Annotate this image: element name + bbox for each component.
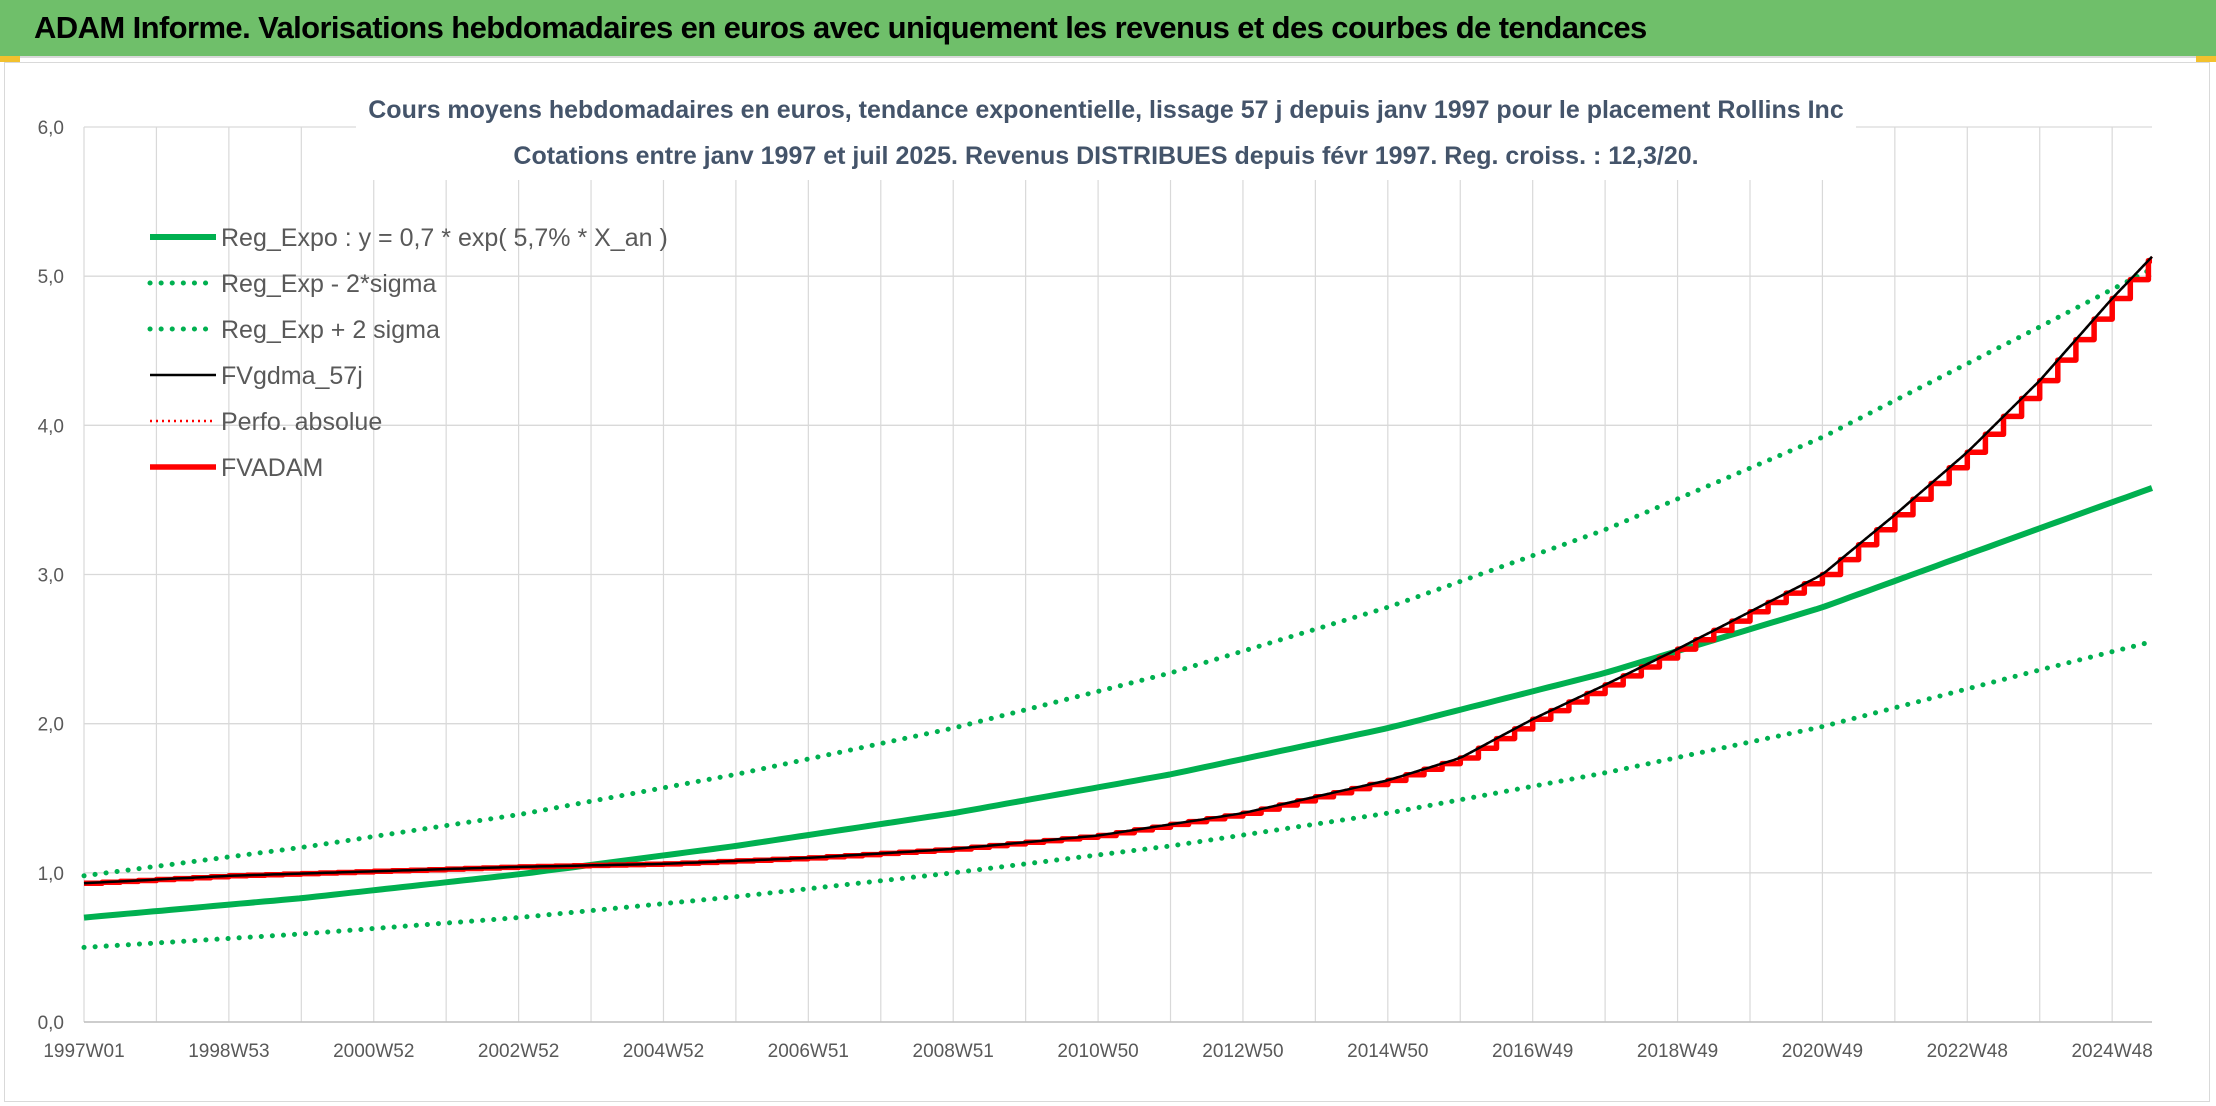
legend: Reg_Expo : y = 0,7 * exp( 5,7% * X_an ) R… [147, 224, 668, 482]
axis-layer: 0,0 1,0 2,0 3,0 4,0 5,0 6,0 1997W01 1998W53 2000W… [38, 118, 2153, 1062]
y-tick-label: 6,0 [38, 118, 64, 139]
x-tick-label: 2018W49 [1637, 1041, 1718, 1062]
series-line-2 [81, 266, 2155, 879]
legend-label: FVgdma_57j [221, 362, 363, 390]
y-tick-label: 3,0 [38, 566, 64, 587]
x-tick-label: 1998W53 [188, 1041, 269, 1062]
x-tick-label: 2016W49 [1492, 1041, 1573, 1062]
series-line-1 [81, 639, 2155, 950]
x-tick-label: 2008W51 [913, 1041, 994, 1062]
legend-label: Reg_Exp + 2 sigma [221, 316, 440, 344]
report-header: ADAM Informe. Valorisations hebdomadaire… [0, 0, 2216, 58]
y-tick-label: 4,0 [38, 416, 64, 437]
x-tick-label: 2006W51 [768, 1041, 849, 1062]
y-tick-label: 1,0 [38, 864, 64, 885]
x-tick-label: 2010W50 [1057, 1041, 1138, 1062]
series-line-3 [83, 255, 2153, 885]
chart-frame [4, 62, 2210, 1102]
series-layer [81, 255, 2155, 950]
x-tick-label: 2004W52 [623, 1041, 704, 1062]
y-tick-label: 0,0 [38, 1013, 64, 1034]
x-tick-label: 2022W48 [1927, 1041, 2008, 1062]
series-line-5 [84, 257, 2152, 887]
x-tick-label: 2012W50 [1202, 1041, 1283, 1062]
x-tick-label: 1997W01 [43, 1041, 124, 1062]
corner-accent-left [0, 56, 20, 62]
chart-title: Cours moyens hebdomadaires en euros, ten… [368, 96, 1844, 124]
grid-layer [83, 126, 2152, 1023]
title-background [356, 88, 1856, 180]
x-tick-label: 2002W52 [478, 1041, 559, 1062]
x-tick-label: 2024W48 [2071, 1041, 2152, 1062]
y-tick-label: 2,0 [38, 715, 64, 736]
legend-label: Reg_Exp - 2*sigma [221, 270, 436, 298]
x-tick-label: 2014W50 [1347, 1041, 1428, 1062]
legend-label: Perfo. absolue [221, 408, 382, 436]
legend-label: Reg_Expo : y = 0,7 * exp( 5,7% * X_an ) [221, 224, 668, 252]
chart-subtitle: Cotations entre janv 1997 et juil 2025. … [513, 142, 1698, 170]
series-line-0 [83, 485, 2154, 921]
corner-accent-right [2196, 56, 2216, 62]
x-tick-label: 2000W52 [333, 1041, 414, 1062]
legend-label: FVADAM [221, 454, 323, 482]
report-title: ADAM Informe. Valorisations hebdomadaire… [34, 10, 1647, 45]
x-tick-label: 2020W49 [1782, 1041, 1863, 1062]
y-tick-label: 5,0 [38, 267, 64, 288]
